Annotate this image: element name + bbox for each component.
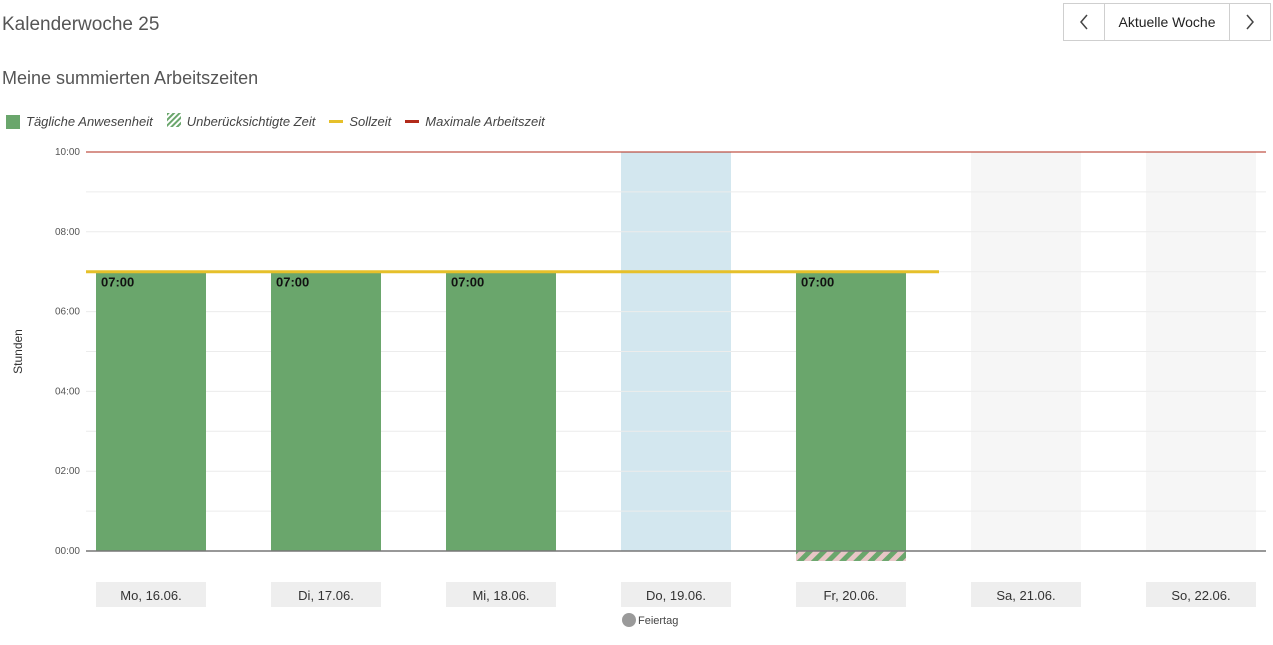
next-week-button[interactable] <box>1229 4 1270 40</box>
day-label: Mo, 16.06. <box>120 588 181 603</box>
legend-label-target: Sollzeit <box>349 114 392 129</box>
previous-week-button[interactable] <box>1064 4 1105 40</box>
legend-swatch-unaccounted <box>166 113 181 130</box>
legend-item-max[interactable]: Maximale Arbeitszeit <box>405 114 545 129</box>
y-tick-label: 04:00 <box>55 386 80 397</box>
day-label-bg <box>96 582 206 607</box>
bar-presence-0 <box>96 271 206 551</box>
day-label-bg <box>446 582 556 607</box>
legend-item-presence[interactable]: Tägliche Anwesenheit <box>6 114 153 129</box>
y-tick-label: 02:00 <box>55 466 80 477</box>
day-label: Mi, 18.06. <box>472 588 529 603</box>
legend-swatch-target <box>329 120 344 123</box>
day-label-bg <box>1146 582 1256 607</box>
chart-legend: Tägliche Anwesenheit Unberücksichtigte Z… <box>6 113 559 130</box>
bar-presence-1 <box>271 271 381 551</box>
bar-value-label: 07:00 <box>801 275 834 290</box>
bar-presence-4 <box>796 271 906 551</box>
day-label: Sa, 21.06. <box>996 588 1055 603</box>
bar-unaccounted-4 <box>796 551 906 561</box>
holiday-dot-icon <box>622 613 636 627</box>
y-tick-label: 06:00 <box>55 307 80 318</box>
y-tick-label: 00:00 <box>55 546 80 557</box>
legend-label-presence: Tägliche Anwesenheit <box>26 114 153 129</box>
day-label: Di, 17.06. <box>298 588 354 603</box>
current-week-button[interactable]: Aktuelle Woche <box>1118 14 1216 30</box>
y-tick-label: 08:00 <box>55 227 80 238</box>
day-label-bg <box>971 582 1081 607</box>
legend-item-unaccounted[interactable]: Unberücksichtigte Zeit <box>166 113 316 130</box>
bar-value-label: 07:00 <box>451 275 484 290</box>
legend-item-target[interactable]: Sollzeit <box>329 114 391 129</box>
legend-swatch-max <box>405 120 420 123</box>
week-title: Kalenderwoche 25 <box>2 14 160 35</box>
chevron-left-icon <box>1080 14 1088 30</box>
y-tick-label: 10:00 <box>55 147 80 158</box>
chart-subtitle: Meine summierten Arbeitszeiten <box>2 68 259 88</box>
holiday-legend-label: Feiertag <box>638 615 678 627</box>
bar-value-label: 07:00 <box>276 275 309 290</box>
day-label: So, 22.06. <box>1171 588 1230 603</box>
y-axis-label: Stunden <box>11 329 25 374</box>
legend-label-max: Maximale Arbeitszeit <box>425 114 545 129</box>
legend-label-unaccounted: Unberücksichtigte Zeit <box>186 114 316 129</box>
day-label: Do, 19.06. <box>646 588 706 603</box>
bar-presence-2 <box>446 271 556 551</box>
day-label: Fr, 20.06. <box>824 588 879 603</box>
chevron-right-icon <box>1246 14 1254 30</box>
day-label-bg <box>796 582 906 607</box>
day-label-bg <box>621 582 731 607</box>
bar-value-label: 07:00 <box>101 275 134 290</box>
legend-swatch-presence <box>6 114 20 129</box>
day-label-bg <box>271 582 381 607</box>
week-navigation: Aktuelle Woche <box>1063 3 1271 41</box>
